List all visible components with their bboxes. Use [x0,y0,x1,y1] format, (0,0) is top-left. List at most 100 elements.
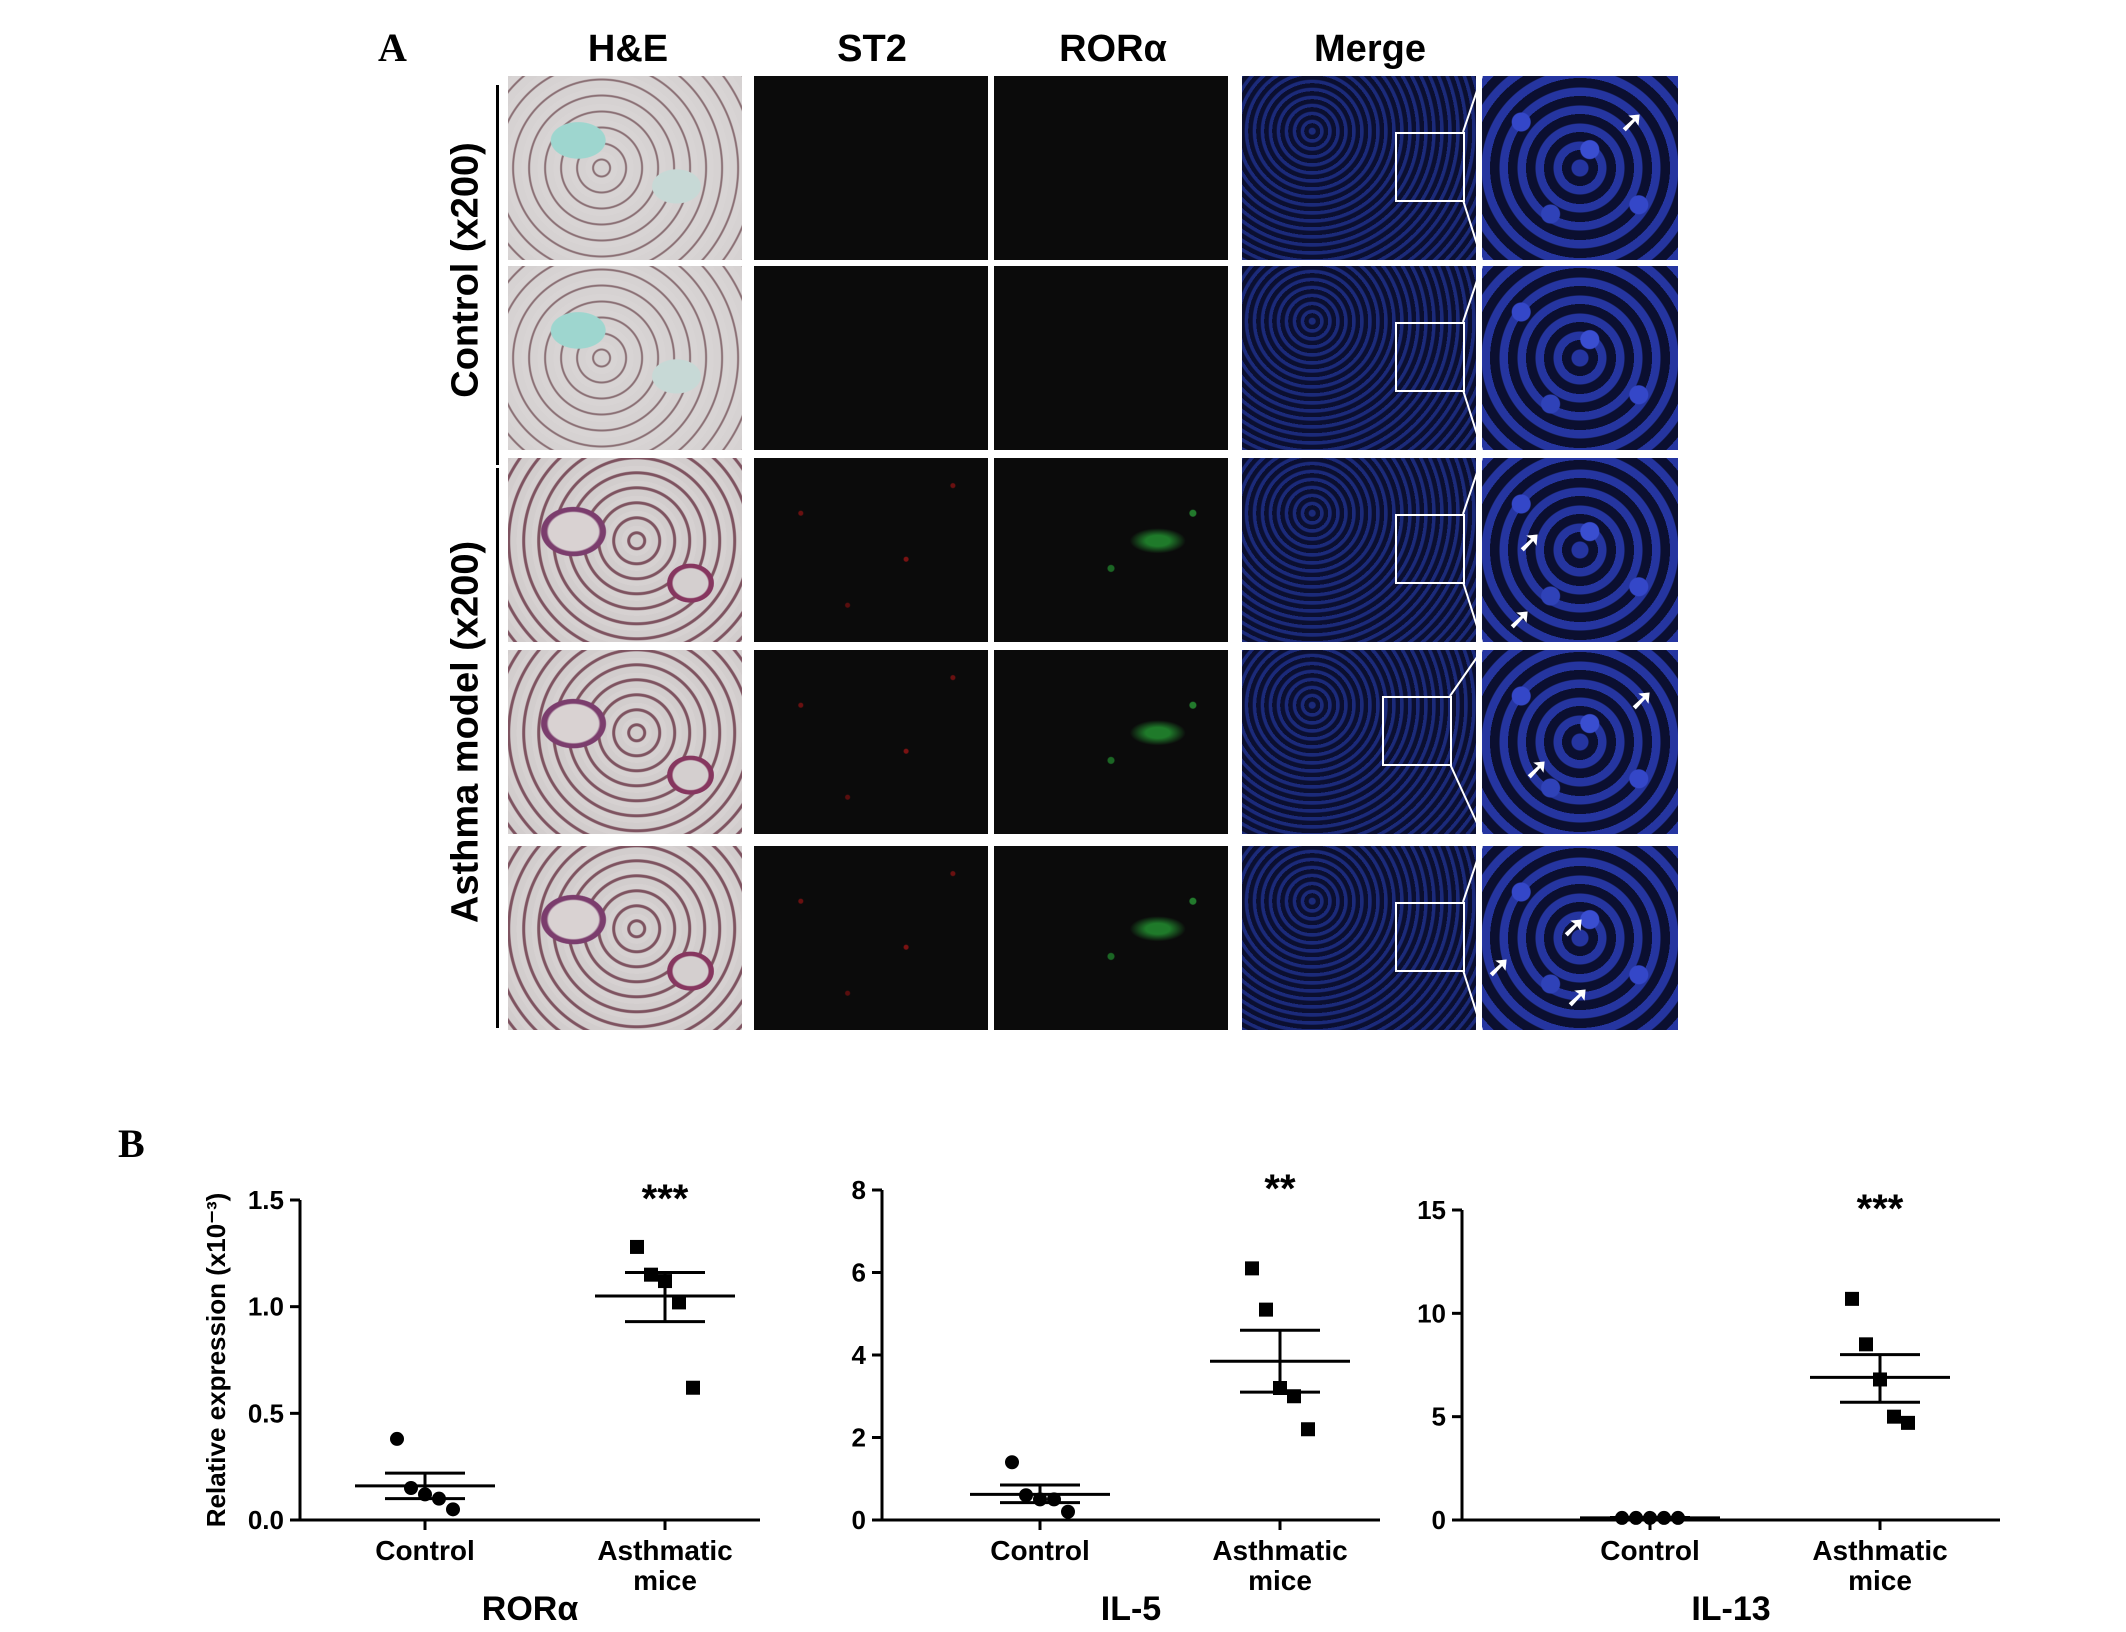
significance-marker: *** [642,1177,689,1221]
x-tick-label: mice [633,1565,697,1596]
chart-title: IL-5 [1101,1590,1161,1628]
zoom-region-box [1382,696,1452,766]
zoom-connector-line [1462,265,1483,323]
ror-alpha-image-row-5 [994,846,1228,1030]
zoom-inset-image-row-4 [1482,650,1678,834]
data-point [686,1380,700,1395]
chart-il-5: 02468Relative expression (x10⁻⁴)ControlA… [852,1167,1380,1628]
data-point [1859,1337,1873,1352]
ror-alpha-image-row-1 [994,76,1228,260]
zoom-connector-line [1449,649,1483,697]
zoom-region-box [1395,132,1465,202]
arrow-icon: ➚ [1566,981,1590,1012]
st2-image-row-2 [754,266,988,450]
x-tick-label: Control [375,1535,475,1566]
merge-image-row-4 [1242,650,1476,834]
arrow-icon: ➚ [1487,951,1511,982]
x-tick-label: Asthmatic [597,1535,732,1566]
data-point [630,1239,644,1254]
y-tick-label: 0.0 [248,1505,284,1535]
column-header-st2: ST2 [837,28,907,70]
ror-alpha-image-row-2 [994,266,1228,450]
x-tick-label: Asthmatic [1812,1535,1947,1566]
he-image-row-3 [508,458,742,642]
zoom-inset-image-row-5 [1482,846,1678,1030]
group-bracket-control [496,85,499,465]
he-image-row-2 [508,266,742,450]
chart-title: RORα [482,1590,579,1628]
zoom-inset-image-row-1 [1482,76,1678,260]
zoom-connector-line [1462,845,1483,903]
y-tick-label: 0 [852,1505,866,1535]
data-point [390,1431,404,1446]
panel-letter-b: B [118,1121,145,1166]
significance-marker: *** [1857,1187,1904,1231]
zoom-connector-line [1462,199,1483,261]
merge-image-row-5 [1242,846,1476,1030]
y-tick-label: 1.0 [248,1292,284,1322]
panel-letter-a: A [378,25,407,70]
zoom-connector-line [1462,389,1483,451]
ror-alpha-image-row-4 [994,650,1228,834]
st2-image-row-5 [754,846,988,1030]
zoom-connector-line [1462,457,1483,515]
y-tick-label: 5 [1432,1402,1446,1432]
chart-title: IL-13 [1691,1590,1770,1628]
column-header-ror-alpha: RORα [1059,28,1167,70]
y-tick-label: 15 [1417,1195,1446,1225]
arrow-icon: ➚ [1508,603,1532,634]
column-header-he: H&E [587,28,669,70]
x-tick-label: Control [1600,1535,1700,1566]
x-tick-label: mice [1848,1565,1912,1596]
y-tick-label: 10 [1417,1298,1446,1328]
merge-image-row-2 [1242,266,1476,450]
zoom-connector-line [1462,581,1483,643]
data-point [1061,1504,1075,1519]
column-header-merge: Merge [1314,28,1426,70]
significance-marker: ** [1264,1167,1296,1211]
data-point [1901,1415,1915,1430]
y-tick-label: 2 [852,1423,866,1453]
chart-il-13: 051015Relative expression (x10⁻⁴)Control… [1417,1187,2000,1628]
y-tick-label: 1.5 [248,1185,284,1215]
data-point [672,1295,686,1310]
y-tick-label: 0 [1432,1505,1446,1535]
zoom-connector-line [1462,75,1483,133]
arrow-icon: ➚ [1630,684,1654,715]
y-axis-label: Relative expression (x10⁻³) [201,1193,231,1528]
merge-image-row-3 [1242,458,1476,642]
ror-alpha-image-row-3 [994,458,1228,642]
st2-image-row-1 [754,76,988,260]
x-tick-label: Asthmatic [1212,1535,1347,1566]
zoom-region-box [1395,514,1465,584]
y-tick-label: 4 [852,1340,867,1370]
chart-ror-alpha: 0.0 0.5 1.0 1.5 Relative expression (x10⁻³) C… [201,1177,760,1628]
he-image-row-1 [508,76,742,260]
data-point [1005,1455,1019,1470]
x-tick-label: Control [990,1535,1090,1566]
arrow-icon: ➚ [1620,106,1644,137]
y-tick-label: 0.5 [248,1398,284,1428]
arrow-icon: ➚ [1525,753,1549,784]
data-point [404,1481,418,1495]
arrow-icon: ➚ [1562,911,1586,942]
he-image-row-4 [508,650,742,834]
merge-image-row-1 [1242,76,1476,260]
zoom-connector-lines [0,0,2126,1100]
he-image-row-5 [508,846,742,1030]
st2-image-row-4 [754,650,988,834]
data-point [1301,1422,1315,1437]
y-tick-label: 8 [852,1175,866,1205]
zoom-region-box [1395,902,1465,972]
data-point [644,1267,658,1282]
data-point [1245,1261,1259,1276]
x-tick-label: mice [1248,1565,1312,1596]
data-point [1845,1291,1859,1306]
data-point [1887,1409,1901,1424]
data-point [1259,1302,1273,1317]
zoom-connector-line [1449,763,1483,835]
arrow-icon: ➚ [1518,526,1542,557]
group-bracket-asthma [496,468,499,1028]
zoom-inset-image-row-2 [1482,266,1678,450]
st2-image-row-3 [754,458,988,642]
